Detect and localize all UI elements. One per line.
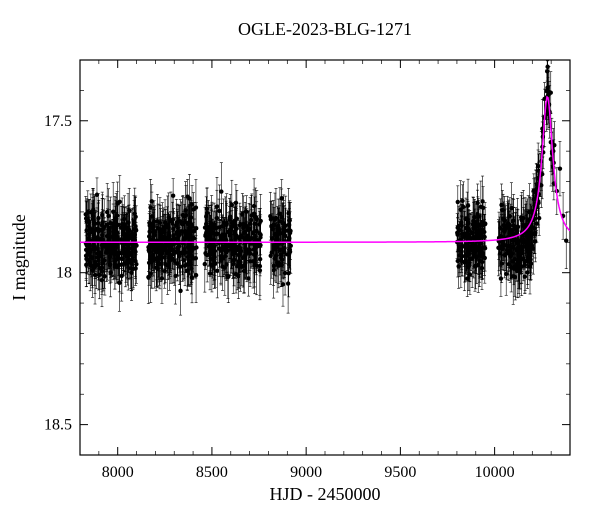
svg-text:I magnitude: I magnitude [9, 214, 29, 300]
svg-text:18: 18 [56, 265, 72, 282]
svg-text:18.5: 18.5 [44, 417, 72, 434]
svg-text:8000: 8000 [102, 464, 134, 481]
svg-text:9500: 9500 [384, 464, 416, 481]
svg-text:10000: 10000 [475, 464, 515, 481]
svg-text:OGLE-2023-BLG-1271: OGLE-2023-BLG-1271 [238, 19, 412, 39]
lightcurve-chart: OGLE-2023-BLG-1271 HJD - 2450000 I magnitu… [0, 0, 600, 512]
svg-text:8500: 8500 [196, 464, 228, 481]
svg-text:17.5: 17.5 [44, 113, 72, 130]
svg-text:9000: 9000 [290, 464, 322, 481]
svg-text:HJD - 2450000: HJD - 2450000 [270, 484, 381, 504]
chart-svg: OGLE-2023-BLG-1271 HJD - 2450000 I magnitu… [0, 0, 600, 512]
